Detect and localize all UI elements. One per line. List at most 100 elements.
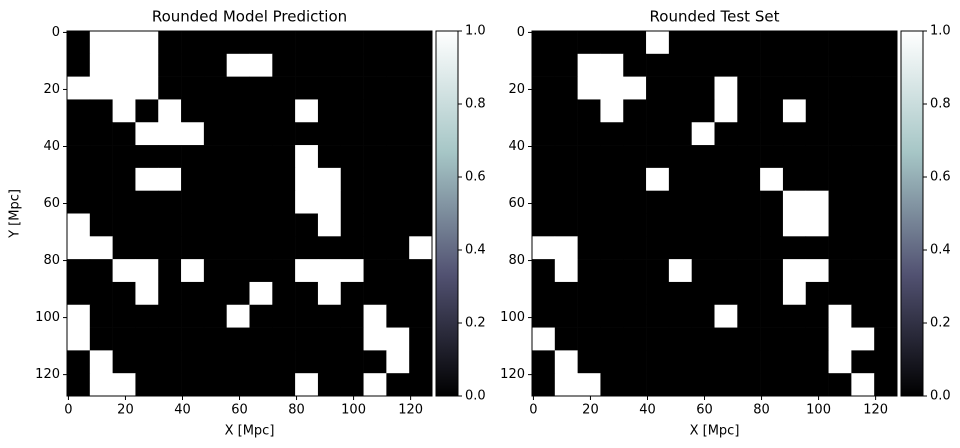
- heatmap-cell: [203, 53, 227, 77]
- heatmap-cell: [805, 76, 829, 100]
- colorbar-tick-label: 0.6: [930, 170, 951, 185]
- heatmap-cell: [363, 145, 387, 169]
- heatmap-cell: [317, 76, 342, 100]
- heatmap-cell: [317, 281, 342, 306]
- heatmap-cell: [691, 373, 715, 397]
- heatmap-cell: [782, 213, 807, 237]
- heatmap-cell: [89, 350, 113, 374]
- heatmap-cell: [386, 327, 410, 351]
- heatmap-cell: [714, 259, 738, 283]
- heatmap-cell: [249, 236, 273, 260]
- heatmap-cell: [226, 122, 250, 146]
- x-tick-label: 60: [231, 403, 248, 418]
- heatmap-cell: [668, 31, 692, 55]
- heatmap-cell: [181, 327, 205, 351]
- heatmap-cell: [112, 213, 136, 237]
- heatmap-cell: [782, 167, 807, 191]
- heatmap-cell: [760, 190, 784, 214]
- heatmap-cell: [600, 304, 624, 328]
- heatmap-cell: [577, 99, 601, 123]
- heatmap-cell: [249, 304, 273, 328]
- heatmap-cell: [317, 304, 342, 328]
- heatmap-cell: [89, 236, 113, 260]
- heatmap-cell: [317, 373, 342, 397]
- heatmap-cell: [600, 122, 624, 146]
- heatmap-cell: [203, 122, 227, 146]
- heatmap-cell: [67, 259, 91, 283]
- heatmap-cell: [714, 213, 738, 237]
- heatmap-cell: [112, 350, 136, 374]
- heatmap-cell: [554, 190, 578, 214]
- heatmap-cell: [623, 350, 647, 374]
- heatmap-cell: [737, 190, 761, 214]
- heatmap-cell: [532, 327, 556, 351]
- heatmap-cell: [409, 327, 433, 351]
- heatmap-cell: [691, 167, 715, 191]
- heatmap-cell: [828, 190, 852, 214]
- x-tick-label: 20: [582, 403, 599, 418]
- heatmap-cell: [226, 350, 250, 374]
- heatmap-cell: [554, 76, 578, 100]
- heatmap-cell: [851, 350, 875, 374]
- heatmap-cell: [386, 304, 410, 328]
- heatmap-cell: [249, 76, 273, 100]
- heatmap-cell: [386, 167, 410, 191]
- heatmap-cell: [782, 122, 807, 146]
- heatmap-cell: [409, 31, 433, 55]
- x-tick-label: 40: [639, 403, 656, 418]
- heatmap-cell: [226, 99, 250, 123]
- heatmap-cell: [737, 259, 761, 283]
- heatmap-cell: [646, 304, 670, 328]
- heatmap-cell: [600, 167, 624, 191]
- heatmap-cell: [600, 190, 624, 214]
- y-tick-label: 100: [35, 310, 60, 325]
- heatmap-cell: [89, 53, 113, 77]
- heatmap-cell: [249, 122, 273, 146]
- heatmap-cell: [135, 259, 159, 283]
- heatmap-cell: [714, 145, 738, 169]
- heatmap-cell: [272, 350, 296, 374]
- heatmap-cell: [386, 122, 410, 146]
- heatmap-cell: [340, 350, 364, 374]
- heatmap-cell: [272, 53, 296, 77]
- y-tick-label: 40: [43, 139, 60, 154]
- heatmap-cell: [89, 190, 113, 214]
- heatmap-cell: [828, 76, 852, 100]
- heatmap-cell: [409, 373, 433, 397]
- heatmap-cell: [532, 76, 556, 100]
- heatmap-cell: [135, 373, 159, 397]
- heatmap-cell: [112, 167, 136, 191]
- heatmap-cell: [760, 259, 784, 283]
- heatmap-cell: [691, 53, 715, 77]
- heatmap-cell: [646, 53, 670, 77]
- heatmap-cell: [340, 122, 364, 146]
- heatmap-cell: [363, 190, 387, 214]
- heatmap-cell: [249, 327, 273, 351]
- heatmap-cell: [577, 167, 601, 191]
- heatmap-cell: [181, 373, 205, 397]
- heatmap-cell: [409, 304, 433, 328]
- heatmap-cell: [760, 167, 784, 191]
- heatmap-cell: [646, 327, 670, 351]
- heatmap-cell: [851, 122, 875, 146]
- heatmap-cell: [340, 190, 364, 214]
- heatmap-cell: [135, 53, 159, 77]
- y-tick-label: 80: [43, 253, 60, 268]
- x-tick-label: 80: [288, 403, 305, 418]
- heatmap-cell: [295, 259, 319, 283]
- heatmap-cell: [668, 76, 692, 100]
- x-tick-label: 80: [753, 403, 770, 418]
- heatmap-cell: [158, 99, 182, 123]
- heatmap-cell: [668, 122, 692, 146]
- heatmap-cell: [874, 145, 898, 169]
- y-tick-label: 60: [508, 196, 525, 211]
- heatmap-cell: [226, 190, 250, 214]
- heatmap-cell: [691, 31, 715, 55]
- heatmap-cell: [295, 304, 319, 328]
- y-tick-label: 0: [517, 25, 525, 40]
- heatmap-cell: [272, 31, 296, 55]
- heatmap-cell: [532, 350, 556, 374]
- heatmap-cell: [203, 213, 227, 237]
- heatmap-cell: [67, 327, 91, 351]
- heatmap-cell: [67, 213, 91, 237]
